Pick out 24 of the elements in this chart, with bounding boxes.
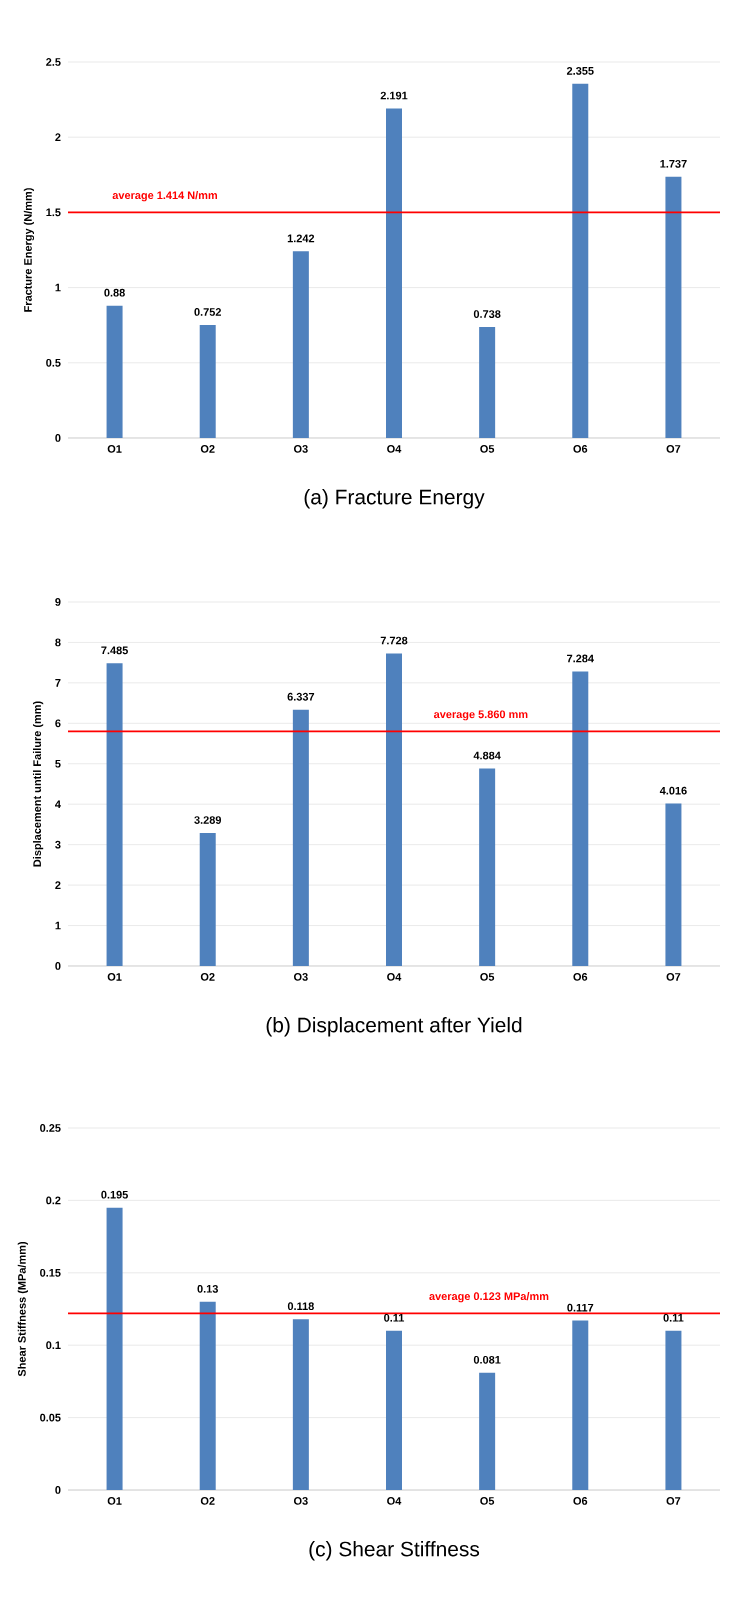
text: (b) Displacement after Yield <box>266 1017 522 1037</box>
bar <box>292 251 309 438</box>
bar <box>665 803 682 966</box>
bar <box>199 324 216 438</box>
bar <box>199 832 216 966</box>
bar <box>106 305 123 438</box>
bar <box>292 1319 309 1490</box>
bar <box>572 83 589 438</box>
bar <box>479 326 496 438</box>
bar <box>572 1320 589 1490</box>
bar <box>479 1372 496 1490</box>
bar <box>386 653 402 966</box>
bar <box>106 1207 123 1490</box>
bar <box>199 1301 216 1490</box>
bar <box>665 176 682 438</box>
bar <box>386 1330 402 1490</box>
bar <box>292 709 309 966</box>
text: (a) Fracture Energy <box>304 489 485 509</box>
bar <box>572 671 589 966</box>
bar <box>665 1330 682 1490</box>
bar <box>479 768 496 966</box>
text: (c) Shear Stiffness <box>309 1541 480 1561</box>
bar <box>106 663 123 966</box>
bar <box>386 108 402 438</box>
